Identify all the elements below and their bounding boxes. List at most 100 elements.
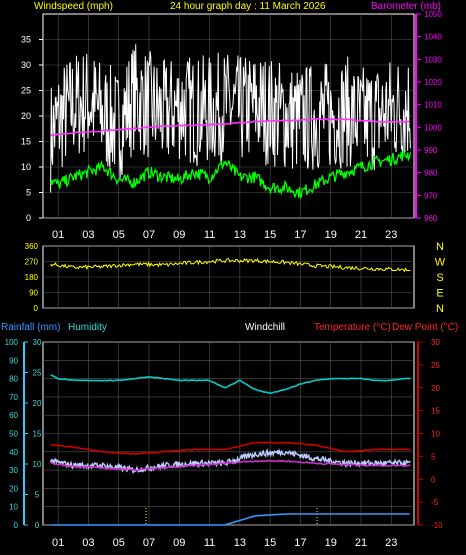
barometer-y-tick-label: 1010 [424,101,442,110]
barometer-line [50,117,410,137]
barometer-y-tick-label: 1050 [424,10,442,19]
humidity-y-tick-label: 90 [9,356,18,365]
barometer-y-tick-label: 1030 [424,55,442,64]
temperature-y-tick-label: -5 [431,498,439,507]
graph-title: 24 hour graph day : 11 March 2026 [170,1,326,12]
temperature-y-tick-label: 25 [431,361,440,370]
humidity-y-tick-label: 20 [9,484,18,493]
wind-x-tick-label: 13 [234,229,246,241]
direction-y-tick-label: 90 [29,289,38,298]
wind-y-tick-label: 35 [21,35,31,45]
lower-x-tick-label: 05 [113,537,125,549]
wind-y-tick-label: 25 [21,86,31,96]
dewpoint-label: Dew Point (°C) [392,322,458,333]
temperature-y-tick-label: 5 [431,452,436,461]
temperature-y-tick-label: 10 [431,430,440,439]
rainfall-line [50,513,410,526]
lower-x-tick-label: 07 [143,537,155,549]
wind-x-tick-label: 01 [52,229,64,241]
temperature-y-tick-label: 20 [431,384,440,393]
barometer-y-tick-label: 990 [424,146,438,155]
rain-y-tick-label: 20 [33,399,42,408]
barometer-y-tick-label: 980 [424,169,438,178]
wind-x-tick-label: 07 [143,229,155,241]
wind-x-tick-label: 15 [264,229,276,241]
rainfall-label: Rainfall (mm) [1,322,60,333]
temperature-y-tick-label: 0 [431,475,436,484]
lower-x-tick-label: 03 [82,537,94,549]
barometer-y-tick-label: 1000 [424,123,442,132]
wind-x-tick-label: 03 [82,229,94,241]
compass-label: N [436,241,444,253]
wind-direction-line [50,258,411,273]
lower-x-tick-label: 23 [385,537,397,549]
rain-y-tick-label: 15 [33,430,42,439]
humidity-y-tick-label: 70 [9,393,18,402]
wind-y-tick-label: 0 [26,213,31,223]
temperature-y-tick-label: 30 [431,338,440,347]
compass-label: N [436,303,444,315]
rain-y-tick-label: 10 [33,460,42,469]
rain-y-tick-label: 5 [35,491,40,500]
rain-humidity-temperature-chart: 0102030405060708090100051015202530-10-50… [5,338,443,549]
dewpoint-line [50,459,411,472]
windspeed-gust-line [50,44,411,193]
lower-x-tick-label: 09 [173,537,185,549]
humidity-y-tick-label: 100 [5,338,19,347]
wind-barometer-chart: 0510152025303596097098099010001010102010… [21,10,442,241]
lower-x-tick-label: 13 [234,537,246,549]
humidity-line [50,374,411,395]
windspeed-average-line [49,149,412,199]
direction-y-tick-label: 0 [34,304,39,313]
wind-x-tick-label: 09 [173,229,185,241]
lower-x-tick-label: 19 [325,537,337,549]
wind-y-tick-label: 30 [21,60,31,70]
wind-x-tick-label: 11 [204,229,215,241]
humidity-y-tick-label: 50 [9,430,18,439]
rain-y-tick-label: 0 [35,521,40,530]
barometer-y-tick-label: 1040 [424,33,442,42]
temperature-y-tick-label: 15 [431,407,440,416]
humidity-y-tick-label: 80 [9,375,18,384]
barometer-y-tick-label: 970 [424,191,438,200]
humidity-label: Humidity [68,322,107,333]
temperature-line [50,441,411,456]
temperature-y-tick-label: -10 [431,521,443,530]
compass-label: E [436,288,443,300]
wind-x-tick-label: 21 [355,229,367,241]
wind-x-tick-label: 05 [113,229,125,241]
barometer-label: Barometer (mb) [371,1,441,12]
humidity-y-tick-label: 40 [9,448,18,457]
rain-y-tick-label: 25 [33,369,42,378]
humidity-y-tick-label: 10 [9,503,18,512]
compass-label: W [435,257,446,269]
wind-y-tick-label: 15 [21,137,31,147]
rain-y-tick-label: 30 [33,338,42,347]
direction-y-tick-label: 360 [25,242,39,251]
lower-x-tick-label: 21 [355,537,367,549]
lower-x-tick-label: 01 [52,537,64,549]
temperature-label: Temperature (°C) [314,322,391,333]
wind-y-tick-label: 20 [21,111,31,121]
direction-y-tick-label: 270 [25,258,39,267]
lower-x-tick-label: 17 [294,537,306,549]
humidity-y-tick-label: 60 [9,411,18,420]
windchill-line [49,447,411,474]
wind-x-tick-label: 19 [325,229,337,241]
direction-y-tick-label: 180 [25,273,39,282]
wind-x-tick-label: 17 [294,229,306,241]
compass-label: S [436,272,443,284]
humidity-y-tick-label: 30 [9,466,18,475]
lower-x-tick-label: 11 [204,537,215,549]
windspeed-label: Windspeed (mph) [34,1,113,12]
wind-y-tick-label: 10 [21,162,31,172]
windchill-label: Windchill [245,322,285,333]
wind-x-tick-label: 23 [385,229,397,241]
barometer-y-tick-label: 960 [424,214,438,223]
humidity-y-tick-label: 0 [14,521,19,530]
lower-x-tick-label: 15 [264,537,276,549]
wind-y-tick-label: 5 [26,188,31,198]
barometer-y-tick-label: 1020 [424,78,442,87]
